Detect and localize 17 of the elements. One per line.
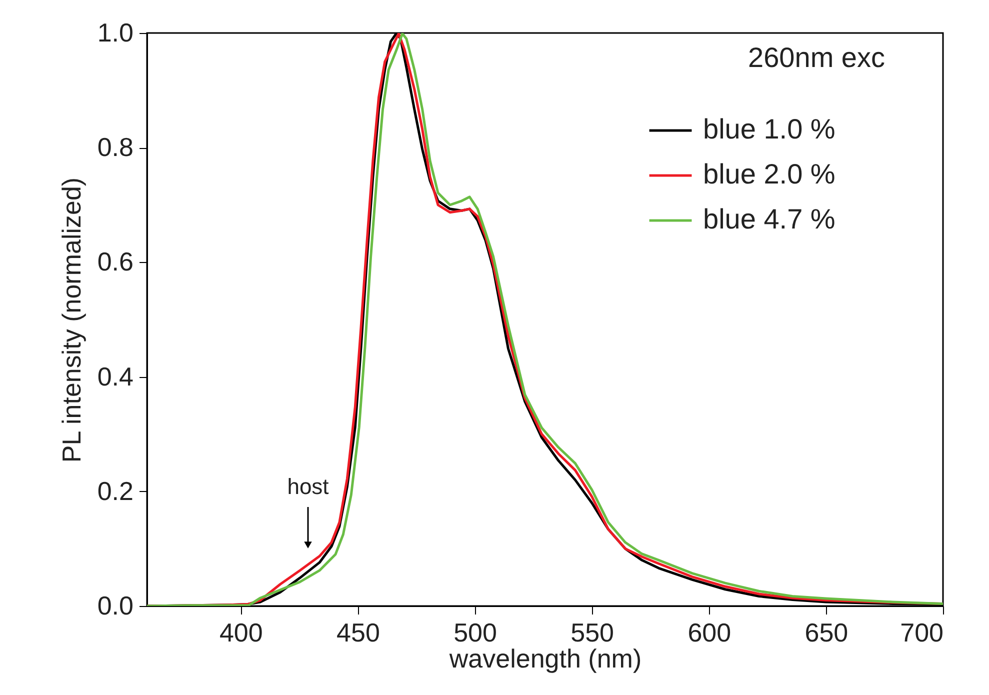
y-tick-label: 0.0 [97,590,134,620]
y-tick-label: 0.6 [97,246,134,277]
annotation: 260nm exc [748,42,885,73]
y-tick-label: 0.2 [97,476,134,506]
x-tick-label: 400 [219,618,263,648]
legend-label: blue 1.0 % [703,114,836,144]
x-tick-label: 600 [688,618,732,648]
annotation: host [287,474,329,499]
x-tick-label: 700 [900,618,944,648]
y-tick-label: 0.8 [97,132,134,162]
x-tick-label: 650 [804,618,848,648]
x-tick-label: 450 [336,618,380,648]
y-tick-label: 0.4 [97,361,134,392]
y-tick-label: 1.0 [97,18,134,48]
y-axis-title: PL intensity (normalized) [56,177,86,463]
legend-label: blue 2.0 % [703,158,836,190]
legend-label: blue 4.7 % [703,204,836,234]
